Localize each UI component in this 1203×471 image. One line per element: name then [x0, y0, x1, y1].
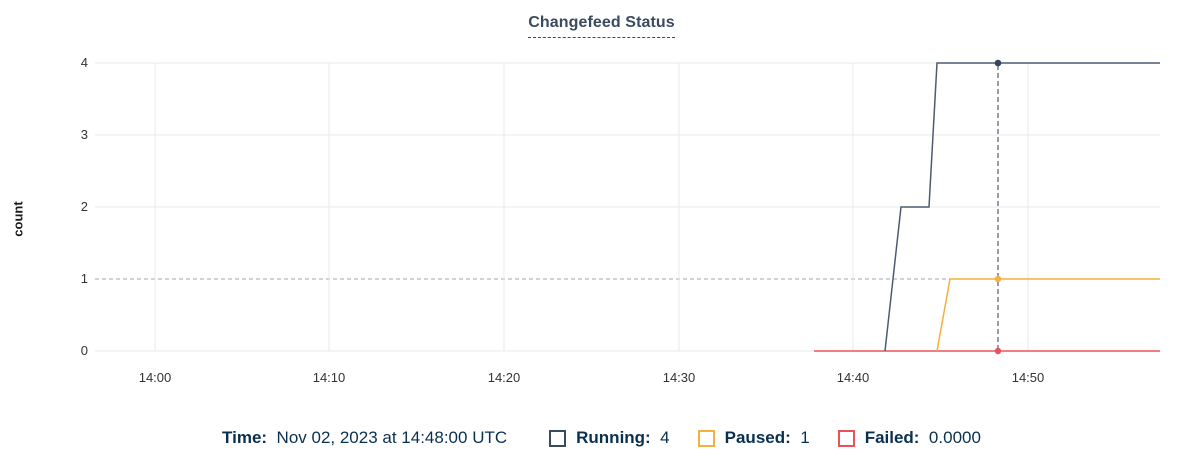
svg-text:14:50: 14:50 [1012, 370, 1045, 385]
svg-text:14:40: 14:40 [837, 370, 870, 385]
svg-text:1: 1 [81, 271, 88, 286]
svg-text:14:10: 14:10 [313, 370, 346, 385]
svg-text:14:00: 14:00 [139, 370, 172, 385]
svg-text:3: 3 [81, 127, 88, 142]
svg-text:14:30: 14:30 [663, 370, 696, 385]
svg-text:14:20: 14:20 [488, 370, 521, 385]
svg-text:4: 4 [81, 55, 88, 70]
svg-text:0: 0 [81, 343, 88, 358]
svg-text:2: 2 [81, 199, 88, 214]
